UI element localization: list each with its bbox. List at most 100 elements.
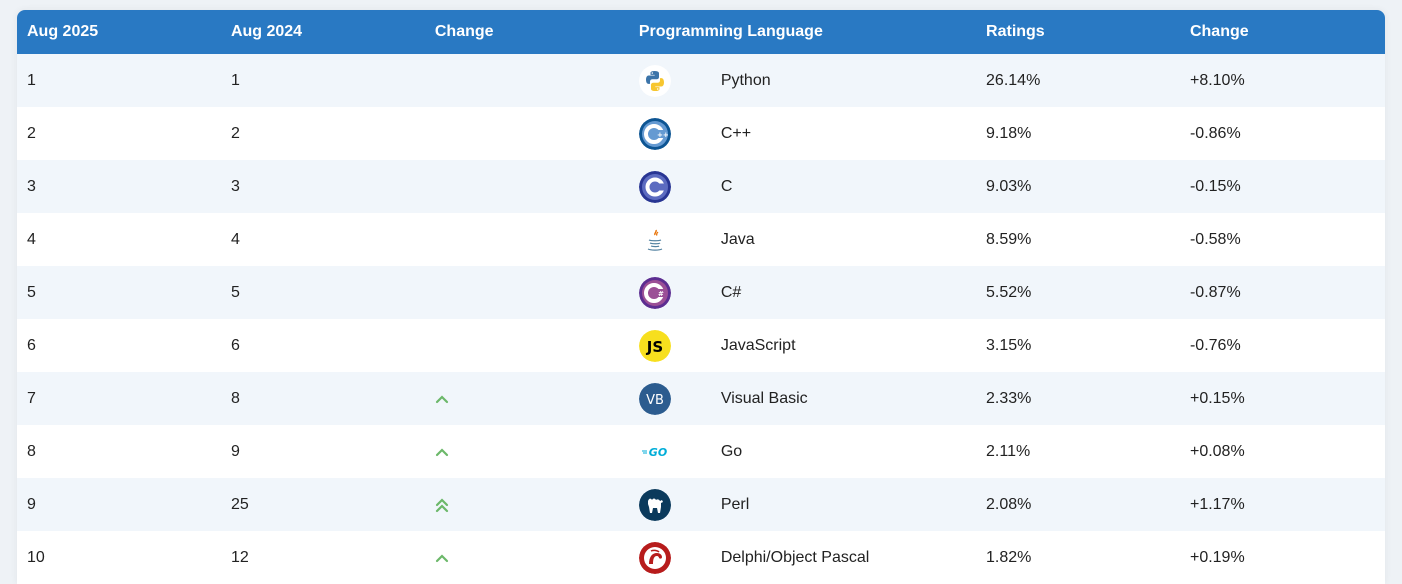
rating-change: +0.19% xyxy=(1189,548,1245,566)
rank-change xyxy=(425,213,629,266)
current-rank: 6 xyxy=(27,336,36,354)
rating-change: +1.17% xyxy=(1189,495,1245,513)
previous-rank: 4 xyxy=(230,230,240,248)
go-icon: GO xyxy=(638,435,671,468)
javascript-icon: JS xyxy=(638,329,671,362)
rating-value: 8.59% xyxy=(986,230,1032,248)
rating-value: 9.03% xyxy=(986,177,1032,195)
rank-change xyxy=(425,425,629,478)
svg-text:GO: GO xyxy=(649,446,667,459)
visual-basic-icon: VB xyxy=(638,382,671,415)
table-row[interactable]: 4 4 Java 8.59% -0.58% xyxy=(17,213,1385,266)
current-rank: 3 xyxy=(27,177,36,195)
rating-change: -0.58% xyxy=(1189,230,1241,248)
table-row[interactable]: 2 2 ++ C++ 9.18% -0.86% xyxy=(17,107,1385,160)
language-name[interactable]: Delphi/Object Pascal xyxy=(720,548,870,566)
previous-rank: 3 xyxy=(230,177,240,195)
header-previous-rank[interactable]: Aug 2024 xyxy=(230,23,303,40)
language-cell: # C# xyxy=(629,266,976,319)
current-rank: 10 xyxy=(27,548,45,566)
previous-rank: 8 xyxy=(230,389,240,407)
language-name[interactable]: Visual Basic xyxy=(720,389,808,407)
language-name[interactable]: Java xyxy=(720,230,755,248)
rating-change: +0.08% xyxy=(1189,442,1245,460)
language-cell: C xyxy=(629,160,976,213)
previous-rank: 9 xyxy=(230,442,240,460)
rating-change: +0.15% xyxy=(1189,389,1245,407)
current-rank: 1 xyxy=(27,71,36,89)
language-name[interactable]: Perl xyxy=(720,495,750,513)
cpp-icon: ++ xyxy=(638,117,671,150)
language-name[interactable]: JavaScript xyxy=(720,336,796,354)
previous-rank: 6 xyxy=(230,336,240,354)
rank-change xyxy=(425,107,629,160)
header-change-arrow[interactable]: Change xyxy=(434,23,494,40)
current-rank: 4 xyxy=(27,230,36,248)
rating-value: 9.18% xyxy=(986,124,1032,142)
svg-text:VB: VB xyxy=(646,393,664,408)
language-cell: VB Visual Basic xyxy=(629,372,976,425)
language-cell: Java xyxy=(629,213,976,266)
language-cell: Perl xyxy=(629,478,976,531)
rating-value: 2.33% xyxy=(986,389,1032,407)
table-row[interactable]: 7 8 VB Visual Basic 2.33% +0.15% xyxy=(17,372,1385,425)
rating-change: -0.86% xyxy=(1189,124,1241,142)
rating-value: 1.82% xyxy=(986,548,1032,566)
rating-change: -0.15% xyxy=(1189,177,1241,195)
previous-rank: 25 xyxy=(230,495,249,513)
previous-rank: 12 xyxy=(230,548,249,566)
trend-up-icon xyxy=(435,553,629,563)
previous-rank: 1 xyxy=(230,71,240,89)
language-cell: Python xyxy=(629,54,976,107)
language-name[interactable]: C# xyxy=(720,283,742,301)
python-icon xyxy=(638,64,671,97)
rating-value: 5.52% xyxy=(986,283,1032,301)
table-header-row: Aug 2025 Aug 2024 Change Programming Lan… xyxy=(17,10,1385,54)
language-cell: GO Go xyxy=(629,425,976,478)
svg-text:#: # xyxy=(658,290,664,298)
header-language[interactable]: Programming Language xyxy=(638,23,823,40)
language-name[interactable]: C xyxy=(720,177,733,195)
rank-change xyxy=(425,478,629,531)
rank-change xyxy=(425,266,629,319)
trend-up-icon xyxy=(435,394,629,404)
rating-value: 2.08% xyxy=(986,495,1032,513)
table-row[interactable]: 1 1 Python 26.14% +8.10% xyxy=(17,54,1385,107)
header-current-rank[interactable]: Aug 2025 xyxy=(27,23,99,40)
rating-change: -0.76% xyxy=(1189,336,1241,354)
language-name[interactable]: Python xyxy=(720,71,771,89)
header-rating-change[interactable]: Change xyxy=(1189,23,1249,40)
rank-change xyxy=(425,54,629,107)
header-ratings[interactable]: Ratings xyxy=(986,23,1045,40)
language-cell: JS JavaScript xyxy=(629,319,976,372)
ranking-table: Aug 2025 Aug 2024 Change Programming Lan… xyxy=(17,10,1385,584)
rating-value: 3.15% xyxy=(986,336,1032,354)
trend-double-up-icon xyxy=(435,497,629,513)
current-rank: 8 xyxy=(27,442,36,460)
language-name[interactable]: Go xyxy=(720,442,743,460)
trend-up-icon xyxy=(435,447,629,457)
previous-rank: 2 xyxy=(230,124,240,142)
rating-change: -0.87% xyxy=(1189,283,1241,301)
rank-change xyxy=(425,372,629,425)
svg-text:++: ++ xyxy=(657,131,669,139)
java-icon xyxy=(638,223,671,256)
table-row[interactable]: 8 9 GO Go 2.11% +0.08% xyxy=(17,425,1385,478)
table-row[interactable]: 10 12 Delphi/Object Pascal 1.82% +0.19% xyxy=(17,531,1385,584)
ranking-table-container: Aug 2025 Aug 2024 Change Programming Lan… xyxy=(17,10,1385,584)
rating-change: +8.10% xyxy=(1189,71,1245,89)
rank-change xyxy=(425,531,629,584)
current-rank: 5 xyxy=(27,283,36,301)
table-row[interactable]: 3 3 C 9.03% -0.15% xyxy=(17,160,1385,213)
table-row[interactable]: 5 5 # C# 5.52% -0.87% xyxy=(17,266,1385,319)
table-row[interactable]: 9 25 Perl 2.08% +1.17% xyxy=(17,478,1385,531)
rating-value: 26.14% xyxy=(986,71,1041,89)
csharp-icon: # xyxy=(638,276,671,309)
perl-icon xyxy=(638,488,671,521)
language-cell: ++ C++ xyxy=(629,107,976,160)
rank-change xyxy=(425,160,629,213)
current-rank: 9 xyxy=(27,495,36,513)
table-row[interactable]: 6 6 JS JavaScript 3.15% -0.76% xyxy=(17,319,1385,372)
language-name[interactable]: C++ xyxy=(720,124,752,142)
previous-rank: 5 xyxy=(230,283,240,301)
